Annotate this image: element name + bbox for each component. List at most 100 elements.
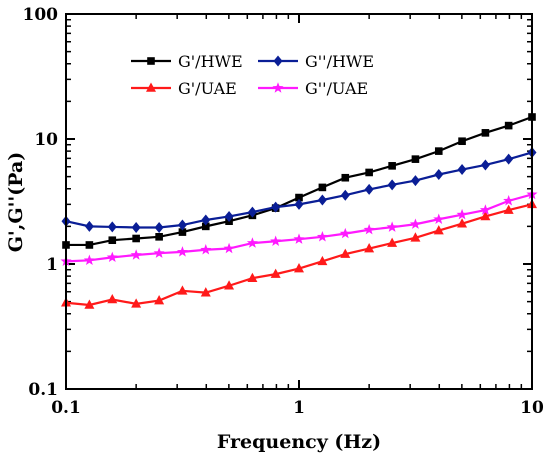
data-point xyxy=(293,233,305,244)
legend-marker xyxy=(146,82,156,92)
series-2 xyxy=(61,198,537,309)
x-axis-title: Frequency (Hz) xyxy=(217,431,381,453)
data-point xyxy=(178,228,187,236)
legend-marker xyxy=(273,55,283,67)
data-point xyxy=(223,242,235,254)
data-point xyxy=(155,233,163,241)
x-tick-label: 1 xyxy=(293,398,305,418)
data-point xyxy=(411,155,420,163)
data-point xyxy=(294,263,304,273)
data-point xyxy=(340,189,350,201)
data-point xyxy=(388,162,396,170)
series-3 xyxy=(60,188,538,267)
data-point xyxy=(154,221,164,233)
data-point xyxy=(84,299,95,309)
data-point xyxy=(457,164,467,176)
data-point xyxy=(504,121,513,130)
data-point xyxy=(317,255,328,266)
data-point xyxy=(224,210,234,222)
data-point xyxy=(247,206,257,218)
data-point xyxy=(457,218,468,228)
data-point xyxy=(83,254,95,266)
x-tick-label: 10 xyxy=(520,398,544,418)
data-point xyxy=(503,204,514,214)
data-point xyxy=(107,293,118,304)
data-point xyxy=(246,237,258,248)
data-point xyxy=(200,287,211,297)
plot-frame xyxy=(65,13,533,390)
x-tick-label: 0.1 xyxy=(51,398,81,418)
data-point xyxy=(434,147,443,155)
legend-marker xyxy=(272,82,284,93)
data-point xyxy=(247,272,258,282)
legend: G'/HWE G''/HWE G'/UAE G''/UAE xyxy=(131,52,374,98)
y-axis-title: G',G''(Pa) xyxy=(5,152,27,253)
data-point xyxy=(107,221,117,233)
data-point xyxy=(504,153,514,165)
data-point xyxy=(106,251,118,263)
data-point xyxy=(340,248,351,258)
data-point xyxy=(503,195,515,206)
data-point xyxy=(456,208,468,220)
data-point xyxy=(409,218,421,229)
data-point xyxy=(434,168,444,180)
data-point xyxy=(154,295,165,305)
data-point xyxy=(131,298,142,308)
legend-label: G''/UAE xyxy=(305,79,368,98)
data-point xyxy=(294,198,304,210)
data-point xyxy=(224,280,235,290)
y-tick-label: 10 xyxy=(34,130,58,150)
data-point xyxy=(130,249,142,260)
data-point xyxy=(177,285,188,295)
data-point xyxy=(132,234,140,243)
data-point xyxy=(363,223,375,235)
legend-label: G''/HWE xyxy=(305,52,374,71)
legend-marker xyxy=(147,57,155,65)
legend-item: G''/UAE xyxy=(258,79,368,98)
legend-label: G'/UAE xyxy=(178,79,237,98)
data-point xyxy=(364,243,375,253)
y-tick-label: 0.1 xyxy=(28,380,58,400)
data-point xyxy=(295,193,303,202)
series-layer xyxy=(60,113,538,309)
data-point xyxy=(270,235,282,246)
data-point xyxy=(108,236,117,245)
data-point xyxy=(201,222,210,231)
data-point xyxy=(365,168,373,177)
data-point xyxy=(84,220,94,232)
data-point xyxy=(316,231,328,242)
data-point xyxy=(201,214,211,226)
data-point xyxy=(480,159,490,171)
data-point xyxy=(479,204,491,215)
data-point xyxy=(458,137,466,146)
data-point xyxy=(270,268,281,278)
data-point xyxy=(386,221,398,232)
legend-item: G'/HWE xyxy=(131,52,243,71)
data-point xyxy=(339,227,351,239)
data-point xyxy=(410,175,420,187)
data-point xyxy=(481,129,490,137)
legend-label: G'/HWE xyxy=(178,52,243,71)
y-tick-label: 1 xyxy=(46,255,58,275)
ticks-layer: 0.1 1 10 0.1 1 10 100 xyxy=(23,5,544,418)
data-point xyxy=(177,219,187,231)
data-point xyxy=(410,232,421,242)
data-point xyxy=(317,194,327,206)
data-point xyxy=(318,183,327,192)
data-point xyxy=(153,247,165,258)
series-1 xyxy=(61,146,537,233)
data-point xyxy=(85,241,94,249)
data-point xyxy=(433,213,445,224)
data-point xyxy=(341,173,350,182)
data-point xyxy=(200,243,212,255)
data-point xyxy=(176,246,188,257)
data-point xyxy=(387,179,397,191)
data-point xyxy=(131,221,141,233)
legend-item: G''/HWE xyxy=(258,52,374,71)
legend-item: G'/UAE xyxy=(131,79,237,98)
data-point xyxy=(480,210,491,221)
y-tick-label: 100 xyxy=(23,5,59,25)
data-point xyxy=(433,225,444,235)
data-point xyxy=(387,237,398,247)
